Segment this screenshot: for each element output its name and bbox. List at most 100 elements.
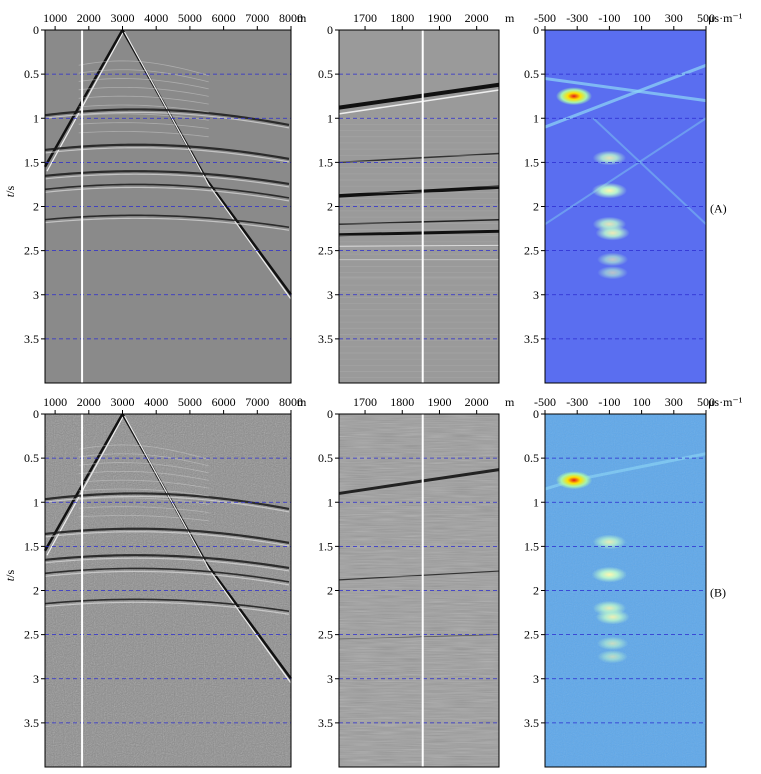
- ringing-event: [78, 488, 209, 497]
- x-tick-label: 7000: [245, 11, 269, 25]
- x-tick-label: 4000: [144, 11, 168, 25]
- reflection-event: [44, 598, 290, 613]
- energy-spot: [595, 609, 630, 625]
- y-tick-label: 3: [533, 288, 539, 302]
- x-tick-label: 1700: [353, 11, 377, 25]
- ringing-event: [78, 60, 209, 76]
- y-tick-label: 3.5: [318, 716, 333, 730]
- x-tick-label: 3000: [111, 11, 135, 25]
- energy-streak: [544, 63, 707, 129]
- y-tick-label: 1.5: [524, 539, 539, 553]
- ringing-event: [78, 515, 209, 522]
- direct-wave-left: [43, 413, 124, 552]
- y-tick-label: 3.5: [24, 716, 39, 730]
- reflection-event-light: [44, 217, 290, 231]
- x-tick-label: -300: [566, 11, 588, 25]
- y-tick-label: 3: [327, 288, 333, 302]
- x-tick-label: 1700: [353, 395, 377, 409]
- reflection-event: [44, 214, 290, 229]
- y-tick-label: 3.5: [318, 332, 333, 346]
- reflection-event: [338, 152, 500, 164]
- y-tick-label: 2: [533, 200, 539, 214]
- y-tick-label: 2.5: [524, 244, 539, 258]
- energy-spot: [597, 650, 628, 664]
- y-tick-label: 0: [327, 407, 333, 421]
- x-tick-label: 2000: [77, 395, 101, 409]
- y-tick-label: 2: [327, 200, 333, 214]
- reflection-event-light: [44, 531, 290, 547]
- reflection-event: [44, 143, 290, 160]
- reflection-event: [338, 468, 500, 495]
- y-tick-label: 3: [33, 288, 39, 302]
- y-tick-label: 0.5: [24, 451, 39, 465]
- x-tick-label: 300: [665, 11, 683, 25]
- reflection-event: [44, 170, 290, 186]
- reflection-event: [338, 218, 500, 225]
- direct-wave-right-light: [123, 415, 292, 684]
- reflection-event: [44, 183, 290, 199]
- x-tick-label: 5000: [178, 11, 202, 25]
- energy-spot: [555, 471, 592, 490]
- y-tick-label: 0.5: [318, 451, 333, 465]
- y-tick-label: 1.5: [24, 155, 39, 169]
- x-tick-label: 8000: [279, 11, 303, 25]
- ringing-event: [78, 122, 209, 129]
- x-tick-label: 7000: [245, 395, 269, 409]
- reflection-event-light: [44, 147, 290, 163]
- ringing-event: [78, 453, 209, 467]
- y-tick-label: 0.5: [524, 67, 539, 81]
- energy-streak: [544, 77, 707, 103]
- reflection-event: [338, 82, 500, 110]
- reflection-event: [44, 527, 290, 544]
- reflection-event: [338, 570, 500, 581]
- energy-spot: [591, 566, 628, 583]
- y-tick-label: 2.5: [24, 244, 39, 258]
- y-tick-label: 0.5: [524, 451, 539, 465]
- y-tick-label: 1: [33, 111, 39, 125]
- energy-streak: [544, 117, 707, 225]
- ringing-event: [78, 470, 209, 481]
- y-tick-label: 1: [327, 111, 333, 125]
- reflection-event-light: [44, 111, 290, 129]
- ringing-event: [78, 104, 209, 113]
- y-tick-label: 1: [533, 111, 539, 125]
- y-tick-label: 2.5: [318, 628, 333, 642]
- y-tick-label: 3.5: [524, 332, 539, 346]
- x-tick-label: -100: [598, 395, 620, 409]
- reflection-event: [44, 567, 290, 583]
- y-tick-label: 1.5: [318, 155, 333, 169]
- reflection-event-light: [44, 601, 290, 615]
- row-b: t/s(B)1000 2000 3000 4000 5000 6000 7000 8000m0…: [3, 395, 743, 768]
- x-tick-label: 300: [665, 395, 683, 409]
- y-tick-label: 2.5: [524, 628, 539, 642]
- reflection-event-light: [44, 557, 290, 572]
- reflection-event: [338, 89, 500, 115]
- ringing-event: [78, 479, 209, 489]
- x-tick-label: 2000: [77, 11, 101, 25]
- x-unit-label: μs·m⁻¹: [708, 11, 743, 25]
- reflection-event-light: [44, 495, 290, 513]
- x-unit-label: μs·m⁻¹: [708, 395, 743, 409]
- reflection-event: [44, 554, 290, 570]
- ringing-event: [78, 86, 209, 97]
- x-tick-label: -500: [534, 395, 556, 409]
- ringing-event: [78, 69, 209, 83]
- x-tick-label: -500: [534, 11, 556, 25]
- energy-spot: [595, 225, 630, 241]
- x-unit-label: m: [297, 11, 307, 25]
- y-tick-label: 3: [327, 672, 333, 686]
- ringing-event: [78, 444, 209, 460]
- energy-spot: [591, 182, 628, 199]
- x-tick-label: 1800: [390, 395, 414, 409]
- x-tick-label: 5000: [178, 395, 202, 409]
- y-tick-label: 3: [33, 672, 39, 686]
- y-tick-label: 2: [33, 200, 39, 214]
- x-tick-label: 2000: [465, 395, 489, 409]
- y-tick-label: 2.5: [24, 628, 39, 642]
- x-tick-label: 500: [697, 11, 715, 25]
- x-tick-label: 3000: [111, 395, 135, 409]
- x-tick-label: 1900: [427, 395, 451, 409]
